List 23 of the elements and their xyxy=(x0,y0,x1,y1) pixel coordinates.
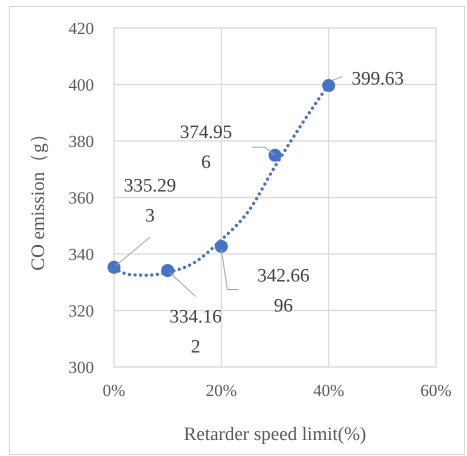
x-tick-label: 0% xyxy=(102,381,126,400)
x-tick-label: 40% xyxy=(313,381,344,400)
point xyxy=(161,264,174,277)
y-tick-label: 380 xyxy=(68,132,94,151)
data-label: 335.293 xyxy=(124,175,176,226)
y-tick-label: 340 xyxy=(68,244,94,264)
point xyxy=(322,79,336,92)
data-label: 342.6696 xyxy=(257,265,310,316)
point xyxy=(214,240,228,253)
point xyxy=(108,260,120,274)
x-tick-label: 20% xyxy=(206,381,237,400)
data-label: 334.162 xyxy=(170,306,222,358)
data-label: 399.63 xyxy=(352,68,404,90)
y-tick-label: 320 xyxy=(68,301,94,320)
y-axis-title: CO emission（g） xyxy=(28,124,49,271)
x-tick-label: 60% xyxy=(420,381,452,400)
x-axis-title: Retarder speed limit(%) xyxy=(184,424,366,445)
y-tick-label: 360 xyxy=(68,188,94,208)
y-tick-label: 300 xyxy=(68,358,94,377)
data-label: 374.956 xyxy=(180,122,232,174)
point xyxy=(268,148,282,162)
y-tick-label: 420 xyxy=(68,18,94,38)
y-tick-label: 400 xyxy=(68,75,94,94)
